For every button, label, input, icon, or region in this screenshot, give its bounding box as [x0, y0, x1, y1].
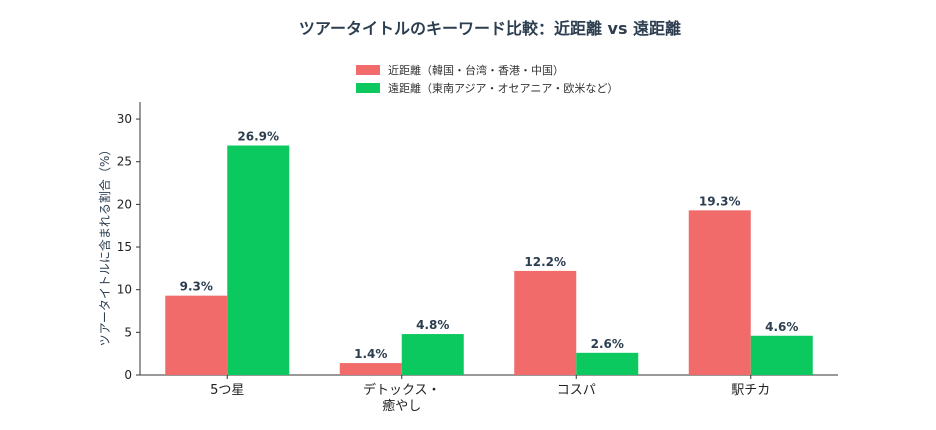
chart-title: ツアータイトルのキーワード比較：近距離 vs 遠距離 [299, 19, 681, 38]
bar-s1-c3 [750, 335, 813, 375]
value-label-s0-c1: 1.4% [354, 347, 387, 361]
category-label-2: コスパ [557, 383, 596, 398]
y-axis-label: ツアータイトルに含まれる割合（%） [97, 144, 112, 347]
legend-label-1: 遠距離（東南アジア・オセアニア・欧米など） [388, 81, 618, 95]
y-tick-label-20: 20 [117, 197, 132, 211]
value-label-s0-c3: 19.3% [699, 194, 741, 208]
y-tick-label-10: 10 [117, 283, 132, 297]
legend-swatch-0 [356, 65, 380, 75]
bar-s0-c2 [514, 270, 577, 375]
legend: 近距離（韓国・台湾・香港・中国） 遠距離（東南アジア・オセアニア・欧米など） [356, 63, 618, 95]
bar-s0-c0 [165, 295, 228, 375]
y-tick-label-30: 30 [117, 112, 132, 126]
bars [165, 145, 813, 375]
y-tick-label-0: 0 [124, 368, 132, 382]
value-label-s1-c2: 2.6% [591, 337, 624, 351]
category-label-1: デトックス・癒やし [363, 382, 441, 414]
data-labels: 9.3% 1.4% 12.2% 19.3% 26.9% 4.8% 2.6% 4.6% [180, 130, 799, 362]
value-label-s1-c1: 4.8% [416, 318, 449, 332]
bar-s0-c1 [339, 363, 402, 375]
bar-s1-c2 [576, 352, 639, 375]
legend-swatch-1 [356, 83, 380, 93]
y-tick-label-5: 5 [124, 325, 132, 339]
value-label-s1-c0: 26.9% [237, 130, 279, 144]
bar-s0-c3 [688, 210, 751, 375]
value-label-s1-c3: 4.6% [765, 320, 798, 334]
category-label-0: 5つ星 [210, 383, 244, 398]
legend-label-0: 近距離（韓国・台湾・香港・中国） [388, 63, 564, 77]
y-tick-label-15: 15 [117, 240, 132, 254]
value-label-s0-c0: 9.3% [180, 280, 213, 294]
category-label-3: 駅チカ [731, 383, 770, 398]
bar-s1-c0 [227, 145, 290, 375]
axes: 0 5 10 15 20 25 30 5つ星 デトックス・癒やし コスパ 駅チカ [117, 102, 838, 414]
y-tick-label-25: 25 [117, 155, 132, 169]
value-label-s0-c2: 12.2% [524, 255, 566, 269]
bar-s1-c1 [401, 334, 464, 375]
